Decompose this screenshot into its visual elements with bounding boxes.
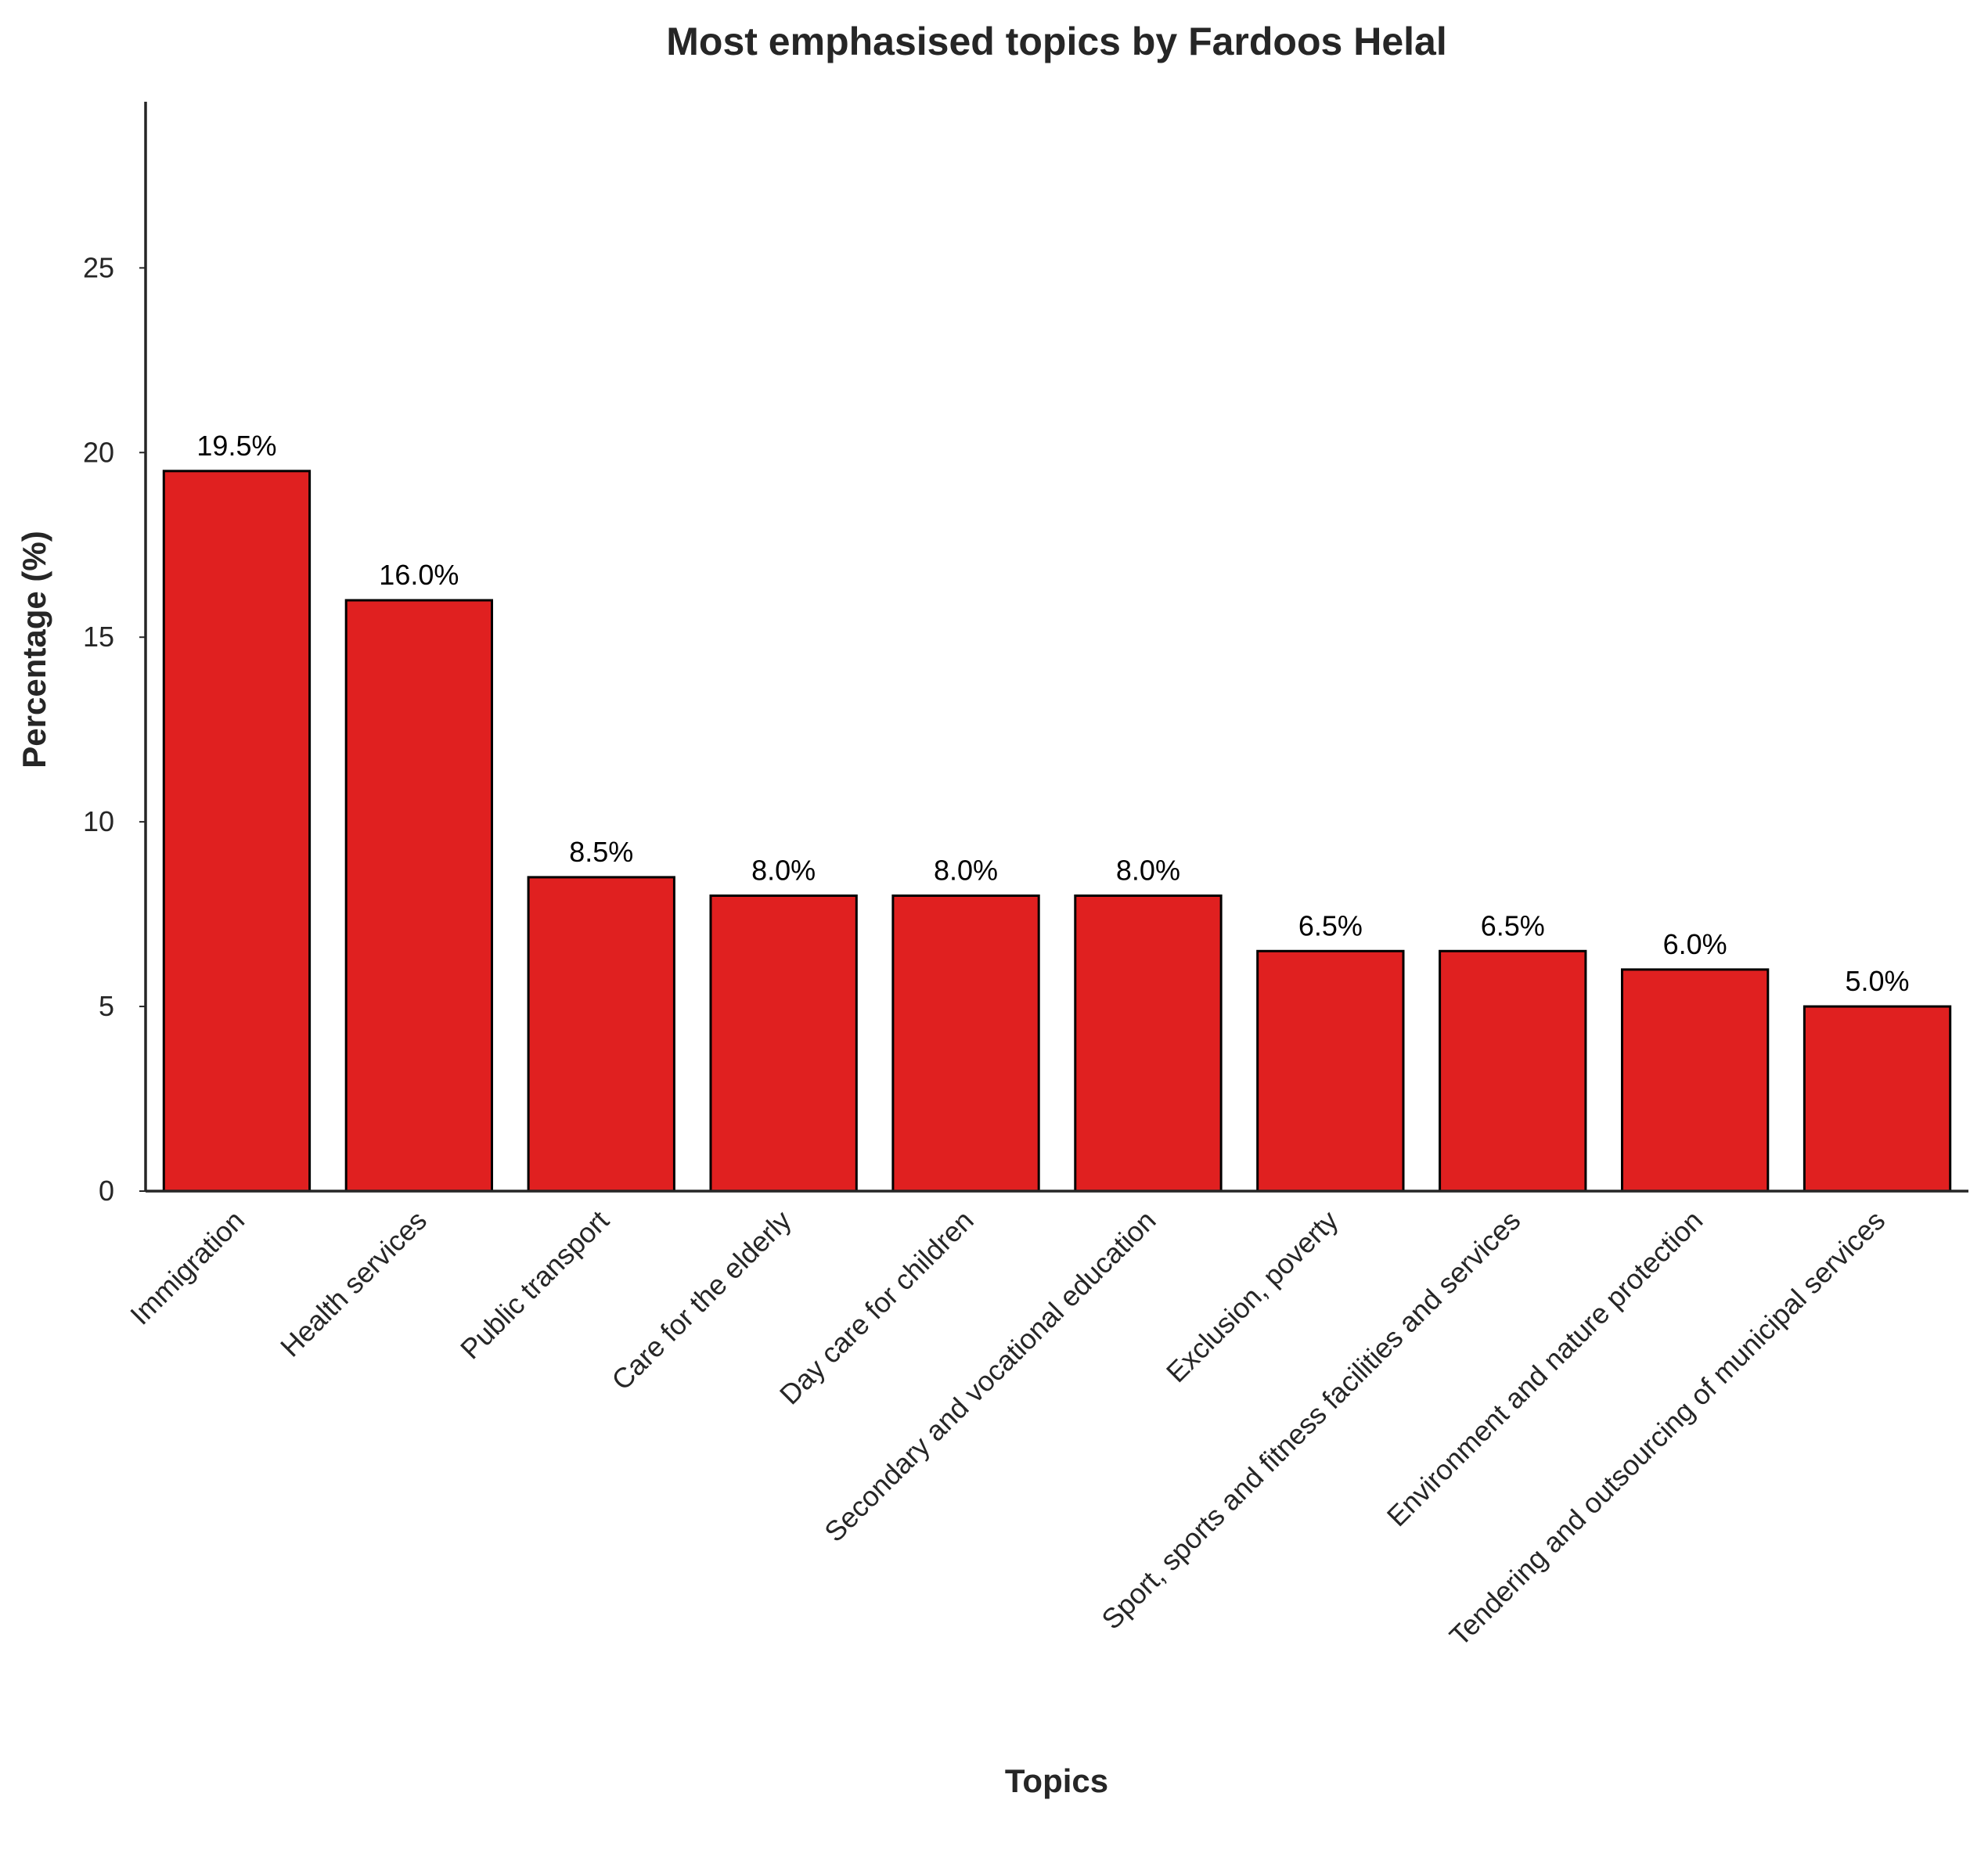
bar bbox=[1620, 968, 1770, 1193]
chart-title: Most emphasised topics by Fardoos Helal bbox=[666, 20, 1446, 63]
data-label: 19.5% bbox=[196, 430, 276, 462]
bar bbox=[1803, 1005, 1952, 1193]
y-tick-label: 0 bbox=[99, 1175, 114, 1207]
bar bbox=[1256, 949, 1405, 1193]
bar bbox=[1074, 895, 1223, 1193]
x-tick-label: Tendering and outsourcing of municipal s… bbox=[1443, 1204, 1891, 1652]
y-tick-label: 15 bbox=[83, 621, 114, 653]
bar bbox=[344, 599, 494, 1193]
x-tick-label: Immigration bbox=[124, 1204, 250, 1331]
x-tick-label: Secondary and vocational education bbox=[818, 1204, 1161, 1548]
x-tick-label: Environment and nature protection bbox=[1381, 1204, 1709, 1533]
y-ticks-layer: 0 5 10 15 20 25 bbox=[83, 251, 146, 1207]
bar bbox=[162, 470, 312, 1193]
data-label: 6.0% bbox=[1663, 928, 1727, 960]
x-tick-label: Care for the elderly bbox=[605, 1204, 797, 1396]
bar bbox=[527, 876, 675, 1193]
data-label: 6.5% bbox=[1481, 909, 1545, 941]
x-tick-label: Day care for children bbox=[773, 1204, 980, 1411]
x-tick-label: Public transport bbox=[454, 1204, 615, 1366]
data-label: 6.5% bbox=[1298, 909, 1363, 941]
x-tick-label: Health services bbox=[274, 1204, 433, 1363]
y-tick-label: 10 bbox=[83, 805, 114, 837]
y-tick-label: 25 bbox=[83, 251, 114, 283]
data-label: 8.5% bbox=[569, 836, 633, 868]
y-tick-label: 20 bbox=[83, 436, 114, 468]
y-tick-label: 5 bbox=[99, 990, 114, 1022]
x-tick-label: Sport, sports and fitness facilities and… bbox=[1095, 1204, 1526, 1636]
x-ticks-layer: Immigration Health services Public transpo… bbox=[124, 1204, 1891, 1652]
bar bbox=[1439, 949, 1587, 1193]
data-label: 8.0% bbox=[751, 855, 816, 887]
bars-layer bbox=[162, 470, 1952, 1193]
data-labels-layer: 19.5% 16.0% 8.5% 8.0% 8.0% 8.0% 6.5% 6.5% 6.0% 5.… bbox=[196, 430, 1909, 997]
data-label: 5.0% bbox=[1846, 965, 1910, 997]
data-label: 16.0% bbox=[379, 559, 459, 591]
x-tick-label: Exclusion, poverty bbox=[1160, 1204, 1345, 1389]
x-axis-title: Topics bbox=[1005, 1762, 1108, 1799]
y-axis-title: Percentage (%) bbox=[16, 531, 52, 768]
bar bbox=[709, 895, 858, 1193]
data-label: 8.0% bbox=[1116, 855, 1180, 887]
bar bbox=[891, 895, 1040, 1193]
data-label: 8.0% bbox=[934, 855, 998, 887]
